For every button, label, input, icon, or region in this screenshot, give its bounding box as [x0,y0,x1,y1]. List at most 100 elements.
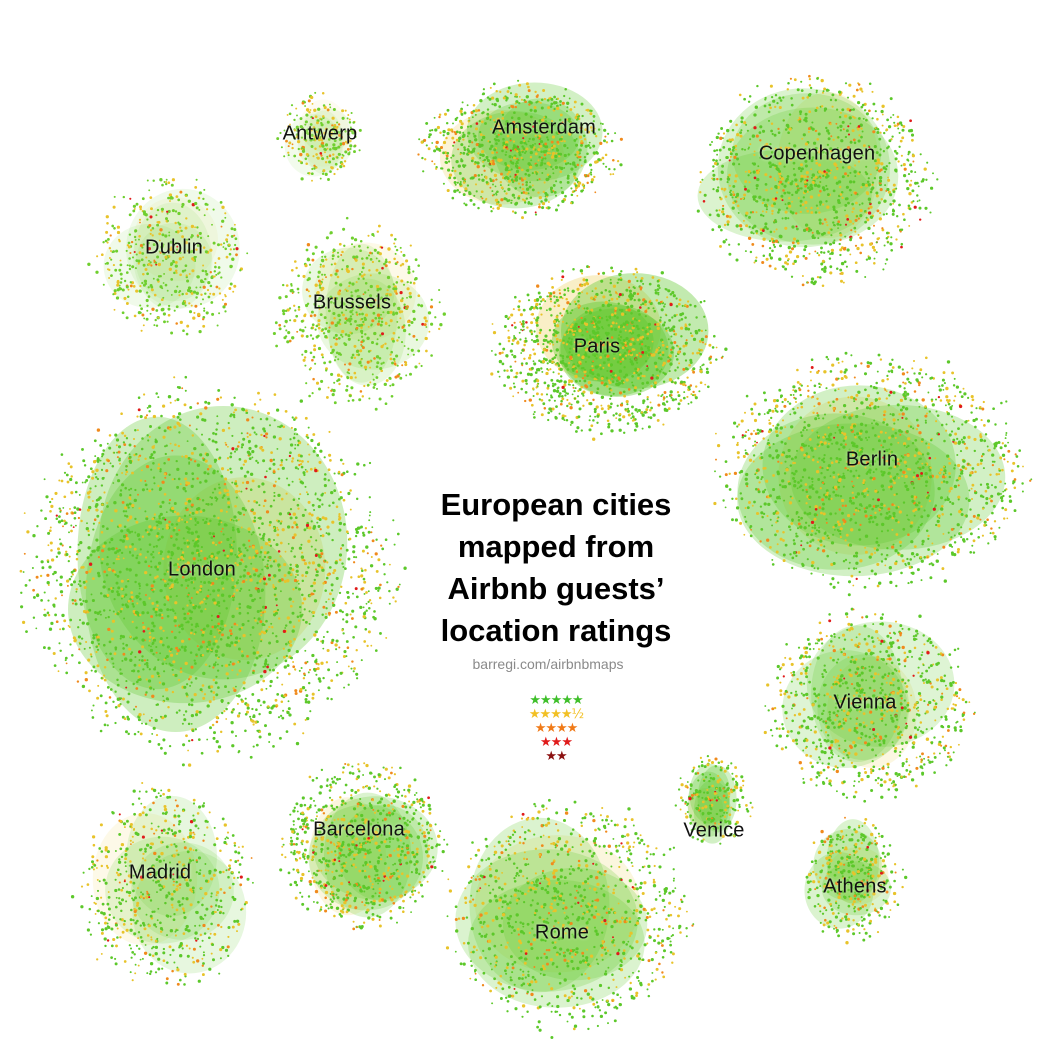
rating-dot [311,252,315,256]
rating-dot [356,324,359,327]
rating-dot [827,137,831,141]
rating-dot [548,294,552,298]
rating-dot [198,208,201,211]
rating-dot [736,204,740,208]
rating-dot [202,318,205,321]
rating-dot [445,157,449,160]
rating-dot [378,397,382,401]
rating-dot [650,406,653,410]
rating-dot [574,184,578,187]
rating-dot [445,161,448,164]
rating-dot [574,374,578,379]
rating-dot [173,289,178,294]
rating-dot [428,330,431,333]
rating-dot [102,283,105,286]
rating-dot [726,220,730,224]
rating-dot [493,103,497,107]
rating-dot [591,290,594,293]
rating-dot [522,191,526,194]
rating-dot [643,375,646,378]
rating-dot [823,87,827,91]
rating-dot [507,317,510,321]
rating-dot [590,296,594,300]
rating-dot [541,202,546,206]
rating-dot [431,160,434,163]
rating-dot [283,336,287,340]
rating-dot [453,169,457,173]
rating-dot [626,305,630,309]
rating-dot [774,94,778,97]
rating-dot [571,323,574,326]
rating-dot [543,407,547,410]
rating-dot [346,375,349,379]
rating-dot [542,357,546,361]
rating-dot [149,229,153,232]
rating-dot [907,204,911,208]
rating-dot [735,258,739,262]
rating-dot [574,367,577,370]
rating-dot [583,156,587,159]
rating-dot [518,177,522,180]
rating-dot [635,324,639,328]
rating-dot [677,302,681,306]
rating-dot [820,251,823,254]
rating-dot [445,121,449,125]
rating-dot [889,203,893,206]
rating-dot [566,146,569,150]
rating-dot [837,201,840,204]
rating-dot [326,108,330,112]
rating-dot [551,153,555,156]
rating-dot [524,379,528,383]
rating-dot [384,264,388,268]
rating-dot [218,312,221,315]
rating-dot [532,413,535,416]
rating-dot [121,311,125,315]
rating-dot [452,122,454,125]
rating-dot [192,316,196,320]
rating-dot [620,270,623,273]
rating-dot [550,277,554,280]
rating-dot [646,405,650,409]
rating-dot [142,283,146,287]
rating-dot [488,97,492,101]
rating-dot [577,415,581,419]
rating-dot [885,258,889,261]
rating-dot [759,125,763,129]
rating-dot [846,248,850,252]
rating-dot [212,275,215,278]
rating-dot [319,152,323,155]
rating-dot [879,148,882,151]
rating-dot [451,136,455,140]
rating-dot [477,174,481,177]
rating-dot [627,388,631,391]
rating-dot [325,236,329,240]
rating-dot [821,259,825,263]
rating-dot [290,284,293,287]
rating-dot [865,118,868,122]
rating-dot [830,228,833,231]
rating-dot [894,549,898,553]
rating-dot [332,108,336,111]
rating-dot [175,230,178,234]
rating-dot [569,383,571,386]
rating-dot [721,210,725,214]
rating-dot [847,396,850,399]
rating-dot [293,154,297,158]
rating-dot [514,178,519,182]
rating-dot [364,282,368,285]
rating-dot [745,472,749,477]
rating-dot [521,364,524,367]
rating-dot [734,174,738,178]
rating-dot [910,540,914,544]
rating-dot [151,227,155,230]
rating-dot [644,330,648,334]
rating-dot [573,397,576,400]
rating-dot [518,153,522,157]
rating-dot [761,229,765,233]
rating-dot [538,398,541,401]
rating-dot [604,288,608,292]
rating-dot [492,207,495,210]
rating-dot [348,139,352,143]
rating-dot [662,323,666,327]
rating-dot [173,271,176,275]
